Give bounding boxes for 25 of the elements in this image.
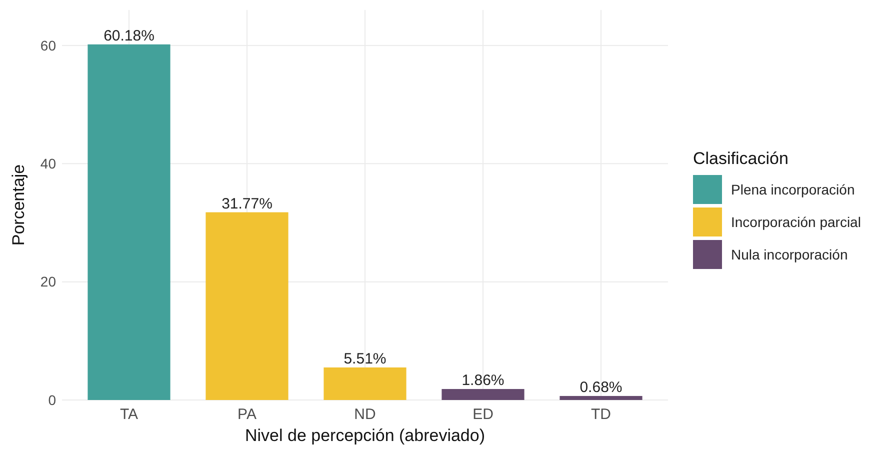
legend-label: Incorporación parcial [731, 214, 861, 230]
x-tick-label: ED [472, 406, 494, 423]
bar [560, 396, 642, 400]
data-label: 1.86% [462, 372, 504, 390]
bar [88, 44, 170, 400]
x-tick-label: PA [238, 406, 256, 423]
data-label: 60.18% [104, 27, 154, 44]
x-tick-label: ND [354, 406, 376, 423]
x-tick-label: TA [120, 406, 138, 423]
data-label: 5.51% [344, 350, 386, 368]
y-axis-title: Porcentaje [9, 164, 28, 246]
y-tick-label: 20 [40, 274, 56, 290]
data-label: 0.68% [580, 378, 622, 396]
legend-label: Plena incorporación [731, 181, 855, 198]
x-axis-title: Nivel de percepción (abreviado) [244, 426, 486, 445]
bar [442, 389, 524, 400]
bar [324, 367, 406, 400]
x-tick-label: TD [591, 406, 612, 423]
bar [206, 212, 288, 400]
y-tick-label: 40 [40, 156, 56, 172]
y-tick-label: 60 [40, 37, 56, 54]
legend-label: Nula incorporación [731, 246, 848, 262]
y-tick-label: 0 [48, 392, 56, 408]
legend-title: Clasificación [693, 148, 788, 168]
data-label: 31.77% [222, 195, 272, 212]
